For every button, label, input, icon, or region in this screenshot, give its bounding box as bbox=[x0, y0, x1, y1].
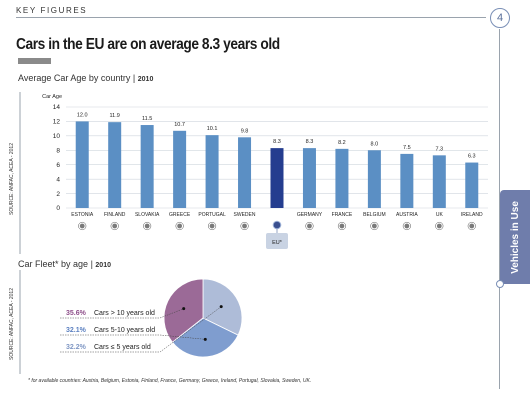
bar-value-label: 11.5 bbox=[142, 116, 152, 122]
y-axis-title: Car Age bbox=[42, 94, 62, 100]
x-tick-label: SWEDEN bbox=[234, 212, 256, 218]
bar bbox=[367, 150, 381, 208]
header-divider bbox=[16, 17, 486, 18]
flag-center bbox=[339, 223, 345, 229]
side-tab-label: Vehicles in Use bbox=[509, 200, 521, 274]
eu-badge bbox=[266, 233, 288, 249]
y-tick-label: 6 bbox=[56, 162, 60, 169]
footnote: * for available countries: Austria, Belg… bbox=[28, 378, 312, 384]
x-tick-label: IRELAND bbox=[461, 212, 483, 218]
eu-marker-icon bbox=[272, 220, 282, 230]
x-tick-label: FRANCE bbox=[332, 212, 353, 218]
x-tick-label: PORTUGAL bbox=[198, 212, 226, 218]
y-tick-label: 8 bbox=[56, 147, 60, 154]
bar bbox=[173, 130, 187, 208]
bar-value-label: 8.2 bbox=[338, 140, 346, 146]
bar-value-label: 7.3 bbox=[435, 146, 443, 152]
pie-percent-label: 32.2% bbox=[66, 344, 87, 351]
y-tick-label: 2 bbox=[56, 191, 60, 198]
bar bbox=[270, 148, 284, 208]
bar bbox=[140, 125, 154, 208]
pie-percent-label: 32.1% bbox=[66, 327, 87, 334]
flag-center bbox=[404, 223, 410, 229]
side-tab[interactable]: Vehicles in Use bbox=[500, 190, 530, 284]
flag-center bbox=[112, 223, 118, 229]
bar-chart-separator: | bbox=[132, 73, 138, 83]
flag-center bbox=[209, 223, 215, 229]
pie-chart: 35.6% Cars > 10 years old 32.1% Cars 5-10 y… bbox=[19, 270, 243, 374]
bar-value-label: 10.1 bbox=[207, 126, 218, 132]
side-tab-label-wrap: Vehicles in Use bbox=[500, 190, 530, 284]
bar bbox=[335, 148, 349, 208]
bar-value-label: 10.7 bbox=[174, 122, 185, 128]
pie-leader-dot bbox=[219, 305, 223, 309]
pie-slice-label: Cars ≤ 5 years old bbox=[94, 344, 151, 351]
pie-slice-label: Cars > 10 years old bbox=[94, 310, 155, 317]
bar-value-label: 8.3 bbox=[306, 139, 314, 145]
bar-value-label: 7.5 bbox=[403, 145, 411, 151]
pie-leader-line bbox=[60, 306, 222, 353]
pie-chart-year: 2010 bbox=[95, 262, 111, 269]
pie-chart-separator: | bbox=[90, 259, 96, 269]
flag-center bbox=[436, 223, 442, 229]
bar-chart: Car Age 0 2 4 6 8 10 12 14 12.0 ESTONIA 11.9 FINLAND… bbox=[19, 92, 488, 254]
page-number: 4 bbox=[490, 8, 510, 28]
pie-percent-label: 35.6% bbox=[66, 310, 87, 317]
y-tick-label: 10 bbox=[53, 133, 61, 140]
bar-value-label: 12.0 bbox=[77, 112, 88, 118]
pie-chart-title-text: Car Fleet* by age bbox=[18, 259, 89, 269]
section-label: KEY FIGURES bbox=[16, 6, 88, 15]
x-tick-label: FINLAND bbox=[104, 212, 126, 218]
y-tick-label: 0 bbox=[56, 205, 60, 212]
pie-leader-dot bbox=[182, 307, 186, 311]
bar-chart-title-text: Average Car Age by country bbox=[18, 73, 131, 83]
pie-chart-title: Car Fleet* by age | 2010 bbox=[18, 259, 111, 269]
flag-center bbox=[79, 223, 85, 229]
bar-value-label: 11.9 bbox=[110, 113, 120, 119]
bar bbox=[432, 155, 446, 208]
y-tick-label: 14 bbox=[53, 104, 61, 111]
flag-center bbox=[242, 223, 247, 229]
x-tick-label: UK bbox=[436, 212, 444, 218]
pie-slice-label: Cars 5-10 years old bbox=[94, 327, 155, 334]
pie-leader-line bbox=[60, 308, 184, 319]
x-tick-label: AUSTRIA bbox=[396, 212, 418, 218]
pie-leader-dot bbox=[203, 337, 207, 341]
bar bbox=[302, 148, 316, 208]
x-tick-label: EU* bbox=[272, 240, 283, 246]
bar-chart-title: Average Car Age by country | 2010 bbox=[18, 73, 153, 83]
pie-slice bbox=[171, 317, 239, 358]
flag-center bbox=[307, 223, 312, 229]
bar-value-label: 9.8 bbox=[241, 128, 249, 134]
bar bbox=[205, 135, 219, 208]
bar bbox=[108, 122, 122, 208]
bar-value-label: 8.3 bbox=[273, 139, 281, 145]
x-tick-label: BELGIUM bbox=[363, 212, 386, 218]
title-accent-bar bbox=[18, 58, 51, 64]
x-tick-label: GERMANY bbox=[297, 212, 323, 218]
flag-center bbox=[144, 223, 150, 229]
x-tick-label: GREECE bbox=[169, 212, 191, 218]
bar-chart-year: 2010 bbox=[137, 76, 154, 83]
flag-center bbox=[469, 223, 475, 229]
bar bbox=[400, 153, 414, 208]
x-tick-label: ESTONIA bbox=[71, 212, 94, 218]
bar-value-label: 8.0 bbox=[371, 141, 379, 147]
y-tick-label: 12 bbox=[53, 119, 61, 126]
y-tick-label: 4 bbox=[56, 176, 60, 183]
side-tab-marker bbox=[496, 280, 504, 288]
flag-center bbox=[177, 223, 183, 229]
x-tick-label: SLOVAKIA bbox=[135, 212, 160, 218]
bar bbox=[465, 162, 479, 208]
bar bbox=[75, 121, 89, 208]
pie-leader-line bbox=[60, 334, 206, 340]
margin-divider bbox=[499, 29, 500, 389]
page-title: Cars in the EU are on average 8.3 years … bbox=[16, 36, 280, 53]
bar bbox=[238, 137, 252, 208]
flag-center bbox=[371, 223, 377, 229]
bar-value-label: 6.3 bbox=[468, 154, 476, 160]
